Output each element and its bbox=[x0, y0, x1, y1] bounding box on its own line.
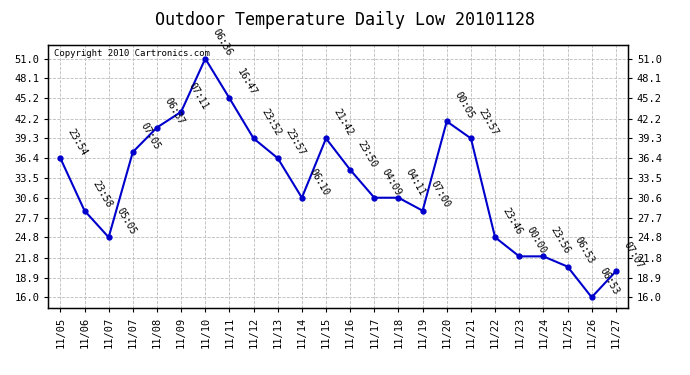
Text: 07:05: 07:05 bbox=[139, 121, 161, 151]
Text: Copyright 2010 Cartronics.com: Copyright 2010 Cartronics.com bbox=[54, 49, 210, 58]
Text: 21:42: 21:42 bbox=[332, 107, 355, 138]
Text: 07:00: 07:00 bbox=[428, 180, 451, 210]
Text: 23:50: 23:50 bbox=[356, 138, 379, 169]
Text: Outdoor Temperature Daily Low 20101128: Outdoor Temperature Daily Low 20101128 bbox=[155, 11, 535, 29]
Text: 07:11: 07:11 bbox=[187, 81, 210, 111]
Text: 07:07: 07:07 bbox=[622, 240, 644, 271]
Text: 23:56: 23:56 bbox=[549, 225, 572, 256]
Text: 05:05: 05:05 bbox=[115, 206, 137, 237]
Text: 23:54: 23:54 bbox=[66, 127, 89, 158]
Text: 04:09: 04:09 bbox=[380, 166, 403, 197]
Text: 00:05: 00:05 bbox=[453, 90, 475, 121]
Text: 06:36: 06:36 bbox=[211, 27, 234, 58]
Text: 23:57: 23:57 bbox=[477, 107, 500, 138]
Text: 16:47: 16:47 bbox=[235, 67, 258, 98]
Text: 23:46: 23:46 bbox=[501, 206, 524, 237]
Text: 06:10: 06:10 bbox=[308, 166, 331, 197]
Text: 06:53: 06:53 bbox=[598, 266, 620, 297]
Text: 04:11: 04:11 bbox=[404, 166, 427, 197]
Text: 06:53: 06:53 bbox=[573, 236, 596, 266]
Text: 23:52: 23:52 bbox=[259, 107, 282, 138]
Text: 00:00: 00:00 bbox=[525, 225, 548, 256]
Text: 23:58: 23:58 bbox=[90, 180, 113, 210]
Text: 06:37: 06:37 bbox=[163, 96, 186, 127]
Text: 23:57: 23:57 bbox=[284, 127, 306, 158]
